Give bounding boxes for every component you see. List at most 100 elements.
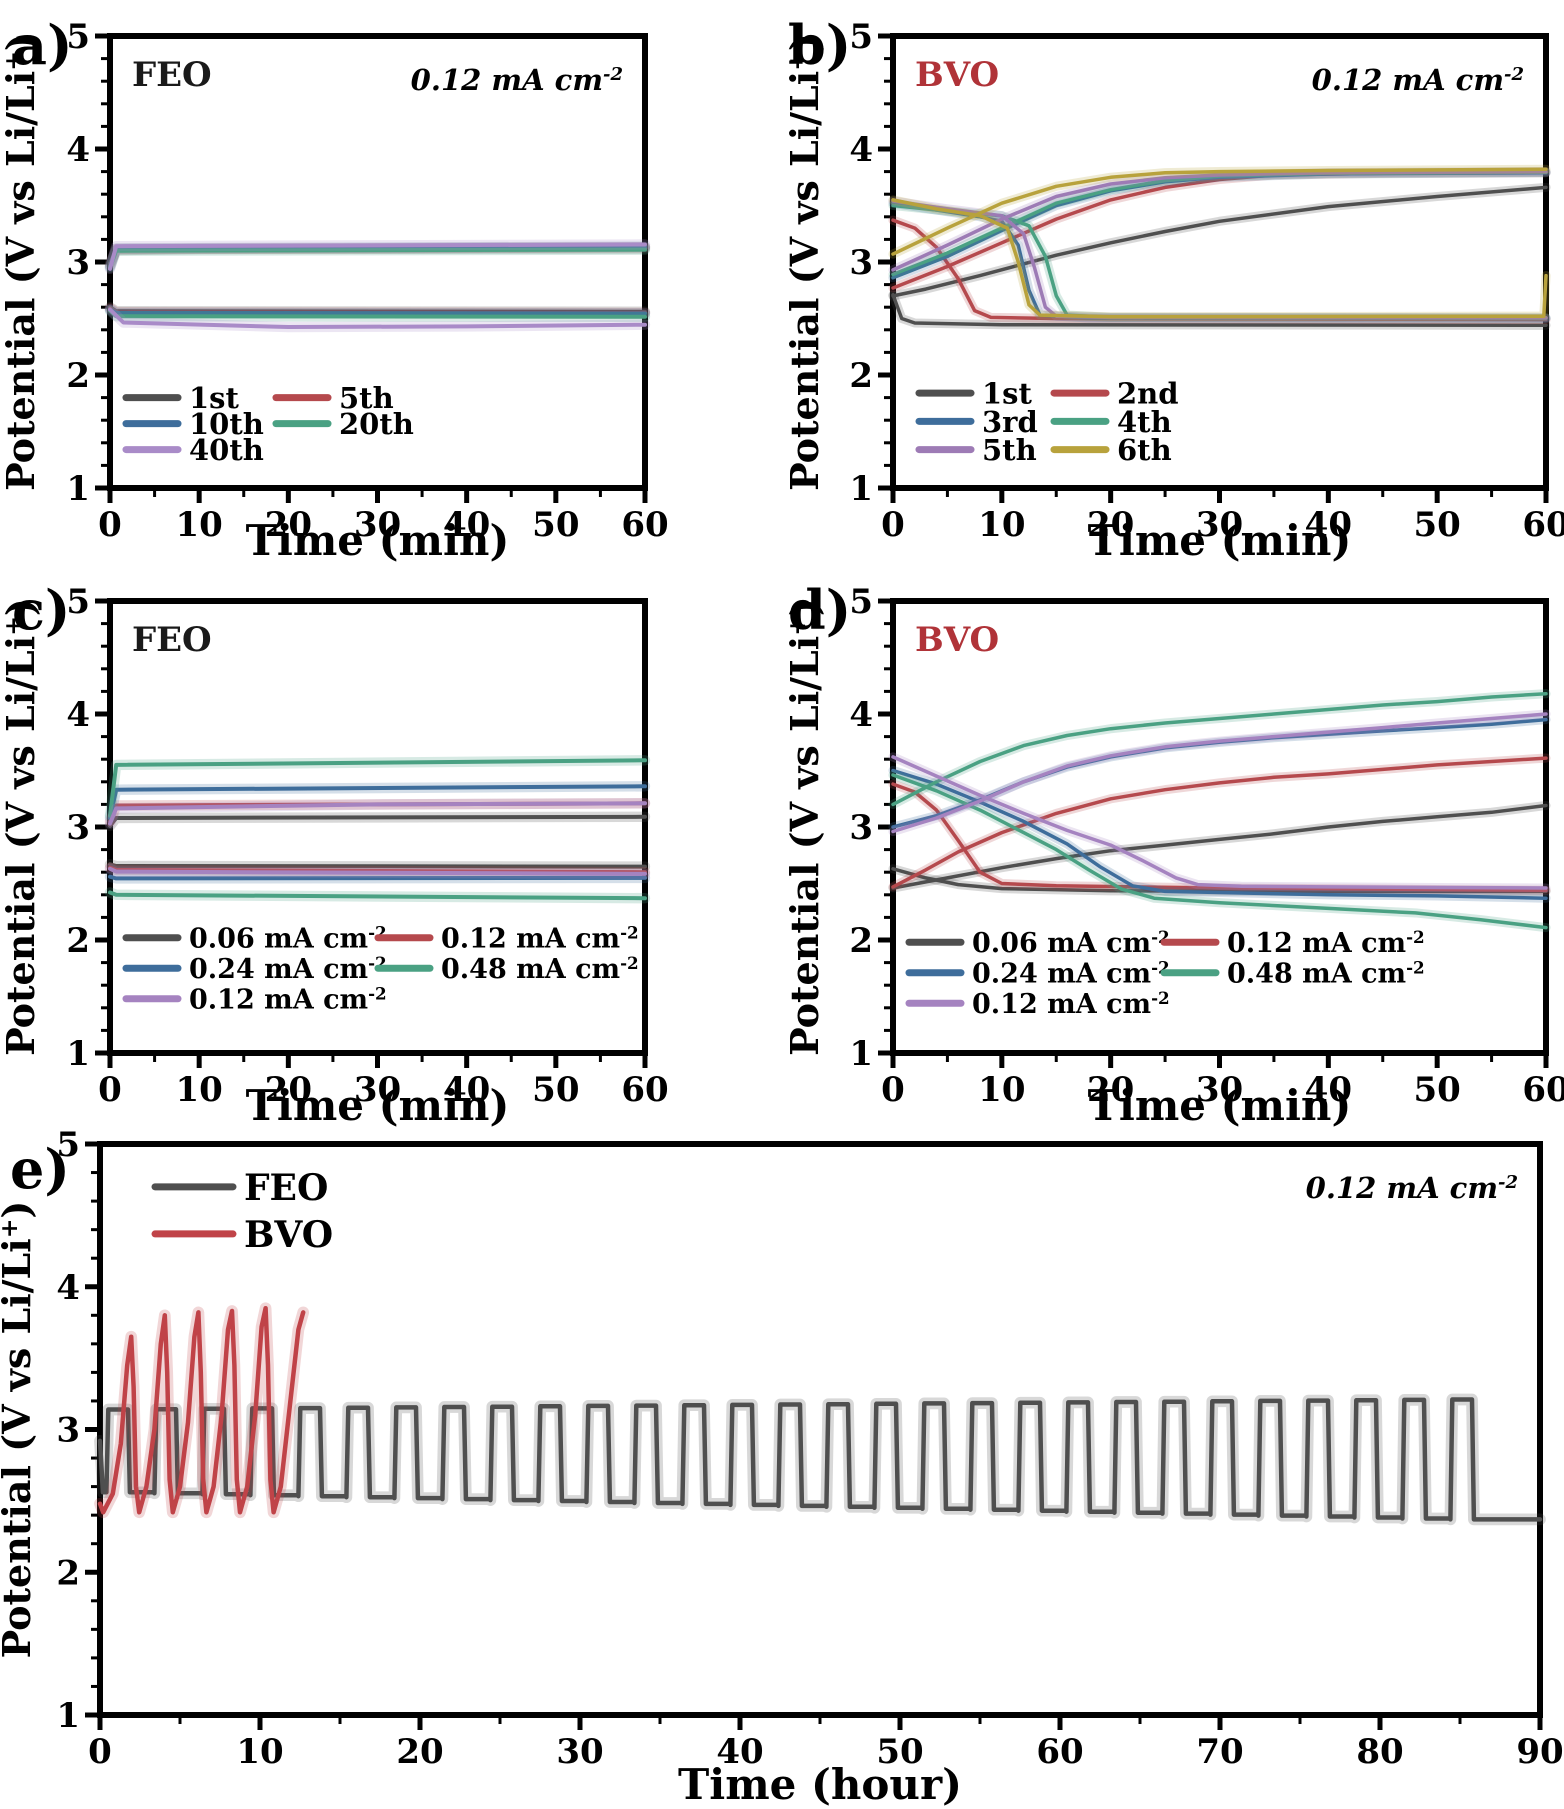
panel-d-y-tick-label: 3 [849,808,873,848]
panel-b-series-6th-line [891,198,1548,319]
panel-d-y-tick-label: 4 [849,695,873,735]
panel-a-series-40th-line [108,242,647,271]
panel-e-legend-label-BVO: BVO [244,1214,333,1256]
panel-d-xlabel: Time (min) [1088,1081,1352,1130]
panel-c-x-tick-label: 60 [621,1070,668,1110]
panel-a-legend-label-5th: 5th [339,381,394,415]
panel-a-legend-label-20th: 20th [339,407,414,441]
panel-c-x-tick-label: 0 [98,1070,122,1110]
panel-b-y-tick-label: 2 [849,356,873,396]
panel-e-y-tick-label: 1 [56,1696,80,1736]
panel-c-ylabel: Potential (V vs Li/Li+) [0,598,43,1056]
panel-b-x-tick-label: 10 [978,505,1025,545]
panel-b-x-tick-label: 60 [1522,505,1564,545]
panel-d-x-tick-label: 40 [1305,1070,1352,1110]
panel-b-annotation: 0.12 mA cm-2 [1312,63,1524,97]
panel-a-series-40th-glow [104,239,651,274]
panel-e-x-tick-label: 80 [1356,1732,1403,1772]
panel-b-x-tick-label: 30 [1196,505,1243,545]
panel-c-legend-label-0.06 mA cm⁻²: 0.06 mA cm-2 [189,922,387,954]
panel-d-x-tick-label: 10 [978,1070,1025,1110]
panel-a-series-40th-line [108,307,647,329]
panel-b-x-tick-label: 20 [1087,505,1134,545]
panel-a-legend-label-40th: 40th [189,433,264,467]
panel-c-x-tick-label: 10 [176,1070,223,1110]
panel-d-series-0.12 mA cm⁻²-line [891,755,1548,890]
panel-c-y-tick-label: 3 [66,808,90,848]
panel-a: 0 10 20 30 40 50 60 1 2 3 4 5 Time (min) Potential (V… [0,0,690,565]
panel-b: 0 10 20 30 40 50 60 1 2 3 4 5 Time (min) Potential (V… [690,0,1564,565]
panel-c-legend-label-0.48 mA cm⁻²: 0.48 mA cm-2 [441,953,639,985]
panel-e-y-tick-label: 5 [56,1130,80,1165]
panel-c-series-0.24 mA cm⁻²-line [108,874,647,881]
panel-b-ylabel: Potential (V vs Li/Li+) [782,33,827,491]
panel-d-legend-label-0.24 mA cm⁻²: 0.24 mA cm-2 [972,957,1170,989]
panel-c-y-tick-label: 5 [66,582,90,622]
panel-d-ylabel: Potential (V vs Li/Li+) [782,598,827,1056]
panel-b-legend-label-4th: 4th [1117,405,1172,439]
panel-c-legend-label-0.12 mA cm⁻²: 0.12 mA cm-2 [189,983,387,1015]
panel-b-xlabel: Time (min) [1088,516,1352,565]
panel-a-y-tick-label: 3 [66,243,90,283]
panel-c-xlabel: Time (min) [246,1081,510,1130]
panel-a-title: FEO [132,55,212,95]
panel-d-series-0.12 mA cm⁻²-line [891,782,1548,893]
panel-d-x-tick-label: 50 [1414,1070,1461,1110]
panel-b-y-tick-label: 5 [849,17,873,57]
panel-e-y-tick-label: 2 [56,1553,80,1593]
panel-d-legend-label-0.48 mA cm⁻²: 0.48 mA cm-2 [1227,957,1425,989]
panel-b-series-5th-line [891,169,1548,272]
panel-b-y-tick-label: 3 [849,243,873,283]
panel-e-x-tick-label: 10 [236,1732,283,1772]
panel-d-x-tick-label: 0 [881,1070,905,1110]
panel-a-legend-label-10th: 10th [189,407,264,441]
panel-a-letter: a) [12,13,73,77]
panel-e-annotation: 0.12 mA cm-2 [1306,1171,1518,1205]
panel-d-x-tick-label: 20 [1087,1070,1134,1110]
panel-e-series-FEO-glow [94,1393,1546,1526]
panel-e-y-tick-label: 3 [56,1411,80,1451]
panel-b-letter: b) [788,13,851,77]
panel-c-x-tick-label: 20 [265,1070,312,1110]
panel-a-legend-label-1st: 1st [189,381,240,415]
panel-d-x-tick-label: 60 [1522,1070,1564,1110]
panel-e-x-tick-label: 70 [1196,1732,1243,1772]
panel-d-series-0.24 mA cm⁻²-line [891,768,1548,900]
panel-b-y-tick-label: 4 [849,130,873,170]
panel-b-series-2nd-line [891,218,1548,322]
panel-a-x-tick-label: 30 [354,505,401,545]
panel-b-legend-label-5th: 5th [982,433,1037,467]
panel-c-y-tick-label: 2 [66,921,90,961]
panel-a-y-tick-label: 2 [66,356,90,396]
panel-e: 0 10 20 30 40 50 60 70 80 90 1 2 3 4 5 Time (hour) Poten… [0,1130,1564,1809]
panel-d-x-tick-label: 30 [1196,1070,1243,1110]
panel-c-x-tick-label: 30 [354,1070,401,1110]
panel-a-x-tick-label: 50 [532,505,579,545]
panel-b-x-tick-label: 40 [1305,505,1352,545]
panel-b-x-tick-label: 50 [1414,505,1461,545]
panel-d-series-0.12 mA cm⁻²-line [891,712,1548,834]
panel-d-series-0.48 mA cm⁻²-line [891,773,1548,930]
panel-d-series-0.12 mA cm⁻²-line [891,756,1548,889]
panel-e-x-tick-label: 60 [1036,1732,1083,1772]
panel-c-title: FEO [132,620,212,660]
panel-b-legend-label-6th: 6th [1117,433,1172,467]
panel-d-y-tick-label: 5 [849,582,873,622]
panel-a-chart: 0 10 20 30 40 50 60 1 2 3 4 5 Time (min) Potential (V… [0,13,669,565]
panel-d-series-0.06 mA cm⁻²-line [891,803,1548,890]
panel-e-x-tick-label: 30 [556,1732,603,1772]
panel-e-xlabel: Time (hour) [678,1760,962,1809]
panel-b-legend-label-1st: 1st [982,377,1033,411]
panel-d-series-0.48 mA cm⁻²-line [891,691,1548,807]
panel-a-x-tick-label: 20 [265,505,312,545]
panel-b-legend-label-2nd: 2nd [1117,377,1179,411]
panel-c-y-tick-label: 1 [66,1034,90,1074]
panel-e-y-tick-label: 4 [56,1268,80,1308]
panel-e-x-tick-label: 90 [1516,1732,1563,1772]
panel-b-series-1st-line [891,293,1548,328]
panel-d-series-0.48 mA cm⁻²-glow [888,689,1551,809]
panel-c-series-0.12 mA cm⁻²-line [108,866,647,876]
panel-c-series-0.06 mA cm⁻²-line [108,862,647,869]
panel-e-ylabel: Potential (V vs Li/Li+) [0,1201,39,1659]
